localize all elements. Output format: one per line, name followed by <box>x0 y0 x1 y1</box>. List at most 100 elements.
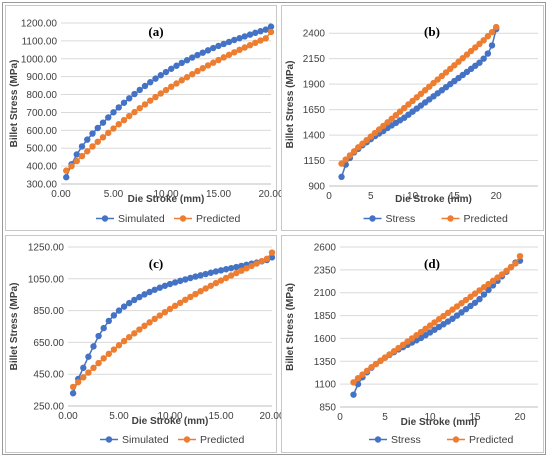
data-point-predicted <box>120 116 128 124</box>
data-point-simulated <box>99 119 107 126</box>
data-point-predicted <box>115 342 123 349</box>
data-point-simulated <box>120 99 128 106</box>
data-point-simulated <box>126 95 133 102</box>
data-point-predicted <box>110 346 118 353</box>
data-point-predicted <box>187 293 194 301</box>
data-point-predicted <box>171 302 179 310</box>
y-tick-label: 850 <box>319 403 336 414</box>
chart-svg-d: 850 1100 1350 1600 1850 2100 2350 2600 0 5 10 15 20 (… <box>285 243 538 446</box>
data-point-predicted <box>392 111 400 119</box>
chart-panel-c: 250.00 450.00 650.00 850.00 1050.00 1250.00 0.… <box>5 235 285 453</box>
data-point-predicted <box>73 157 80 165</box>
data-point-stress <box>453 312 461 319</box>
data-point-predicted <box>368 364 375 371</box>
data-point-simulated <box>115 307 123 314</box>
data-point-simulated <box>89 130 96 137</box>
y-tick-label: 850.00 <box>33 306 64 317</box>
y-tick-label: 1350 <box>314 357 337 368</box>
data-point-predicted <box>192 290 199 298</box>
data-point-simulated <box>241 33 248 40</box>
data-point-predicted <box>447 65 454 73</box>
data-point-predicted <box>157 90 164 97</box>
data-point-predicted <box>401 104 408 112</box>
data-point-predicted <box>390 348 398 355</box>
data-point-simulated <box>257 28 264 35</box>
data-point-predicted <box>248 262 255 270</box>
data-point-simulated <box>228 264 235 272</box>
data-point-predicted <box>68 162 75 170</box>
data-point-predicted <box>85 369 92 376</box>
y-tick-label: 2600 <box>314 243 337 254</box>
data-point-predicted <box>146 319 153 326</box>
data-point-stress <box>462 305 470 313</box>
data-point-predicted <box>426 322 434 329</box>
data-point-predicted <box>484 33 492 40</box>
data-point-simulated <box>152 75 159 82</box>
data-point-predicted <box>426 83 433 90</box>
x-tick-label: 10.00 <box>157 411 182 422</box>
data-point-predicted <box>162 86 170 94</box>
data-point-predicted <box>95 359 102 367</box>
data-point-predicted <box>252 39 259 47</box>
data-point-predicted <box>459 54 466 62</box>
data-point-predicted <box>231 49 238 56</box>
legend-marker-predicted <box>447 215 454 222</box>
y-tick-label: 2400 <box>303 29 326 40</box>
data-point-simulated <box>162 68 170 76</box>
y-axis-title: Billet Stress (MPa) <box>285 61 296 149</box>
data-point-stress <box>476 59 483 66</box>
data-point-predicted <box>99 134 107 141</box>
data-point-predicted <box>147 97 154 104</box>
data-point-predicted <box>421 87 429 94</box>
data-point-predicted <box>152 93 159 101</box>
data-point-predicted <box>241 44 248 51</box>
data-point-simulated <box>173 62 180 69</box>
data-point-simulated <box>192 273 199 280</box>
data-point-predicted <box>384 119 391 126</box>
data-point-predicted <box>408 335 416 342</box>
data-point-simulated <box>236 35 243 42</box>
x-tick-label: 0 <box>326 191 332 202</box>
data-point-predicted <box>182 296 189 303</box>
data-point-simulated <box>199 49 206 56</box>
chart-panel-d: 850 1100 1350 1600 1850 2100 2350 2600 0 5 10 15 20 (… <box>281 235 544 453</box>
data-point-simulated <box>231 36 238 44</box>
y-tick-label: 600.00 <box>26 126 57 137</box>
data-point-predicted <box>151 315 158 323</box>
x-tick-label: 0.00 <box>51 189 71 200</box>
data-point-simulated <box>73 151 80 158</box>
data-point-predicted <box>359 371 366 378</box>
x-axis-title: Die Stroke (mm) <box>128 194 205 205</box>
data-point-simulated <box>146 288 153 296</box>
data-point-simulated <box>212 268 220 275</box>
y-tick-label: 1850 <box>314 311 337 322</box>
data-point-predicted <box>346 152 354 159</box>
data-point-predicted <box>178 77 185 84</box>
data-point-simulated <box>267 23 275 30</box>
data-point-simulated <box>151 286 158 293</box>
data-point-simulated <box>166 280 174 288</box>
legend-marker-simulated <box>101 215 109 222</box>
data-point-predicted <box>253 260 260 267</box>
data-point-predicted <box>489 277 497 285</box>
panel-label: (c) <box>149 256 163 271</box>
data-point-predicted <box>243 265 250 272</box>
data-point-predicted <box>371 129 379 137</box>
x-tick-label: 0.00 <box>58 411 78 422</box>
data-point-stress <box>476 295 483 303</box>
data-point-predicted <box>422 325 429 333</box>
data-point-simulated <box>268 254 276 261</box>
x-tick-label: 20.00 <box>258 189 283 200</box>
legend-marker-stress <box>374 436 382 443</box>
data-point-predicted <box>166 305 174 313</box>
y-axis-title: Billet Stress (MPa) <box>9 60 20 148</box>
data-point-predicted <box>63 167 70 174</box>
data-point-predicted <box>263 255 271 262</box>
data-point-simulated <box>187 274 194 282</box>
y-tick-label: 300.00 <box>26 180 57 191</box>
y-tick-label: 1200.00 <box>21 19 58 30</box>
data-point-simulated <box>141 82 149 90</box>
y-tick-label: 1250.00 <box>28 243 65 254</box>
data-point-predicted <box>217 277 225 284</box>
data-point-simulated <box>238 262 245 270</box>
